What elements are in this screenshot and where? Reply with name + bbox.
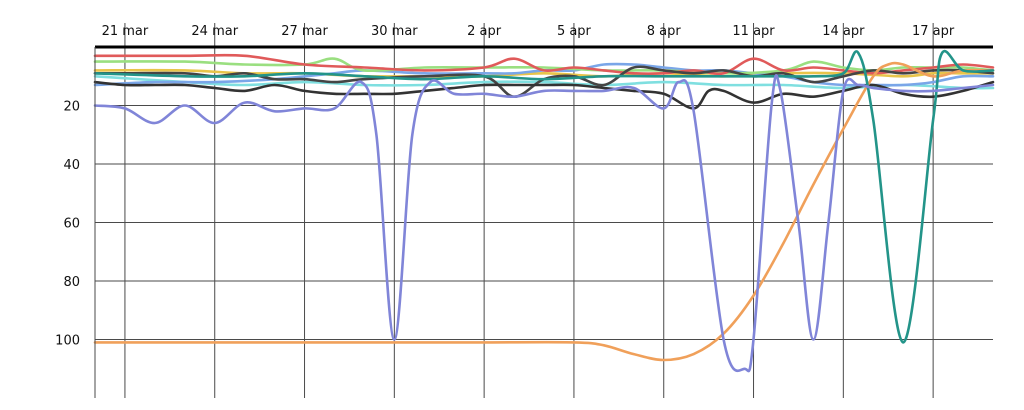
y-tick-label: 20	[63, 100, 80, 115]
x-tick-label: 2 apr	[467, 24, 502, 39]
x-tick-label: 27 mar	[281, 24, 328, 39]
tick-labels: 21 mar 24 mar 27 mar 30 mar 2 apr 5 apr 8 apr 1…	[55, 24, 955, 349]
series-line	[93, 74, 995, 373]
series-group	[93, 49, 995, 373]
series-line	[93, 80, 995, 110]
x-tick-label: 17 apr	[912, 24, 955, 39]
x-tick-label: 30 mar	[371, 24, 418, 39]
axes	[94, 45, 993, 398]
x-tick-label: 8 apr	[647, 24, 682, 39]
y-tick-label: 100	[55, 334, 80, 349]
y-tick-label: 80	[63, 275, 80, 290]
series-line	[93, 61, 995, 362]
y-tick-label: 40	[63, 158, 80, 173]
x-tick-label: 14 apr	[822, 24, 865, 39]
y-tick-label: 60	[63, 217, 80, 232]
x-tick-label: 21 mar	[102, 24, 149, 39]
x-tick-label: 5 apr	[557, 24, 592, 39]
x-tick-label: 11 apr	[732, 24, 775, 39]
x-tick-label: 24 mar	[191, 24, 238, 39]
series-line	[93, 49, 995, 344]
